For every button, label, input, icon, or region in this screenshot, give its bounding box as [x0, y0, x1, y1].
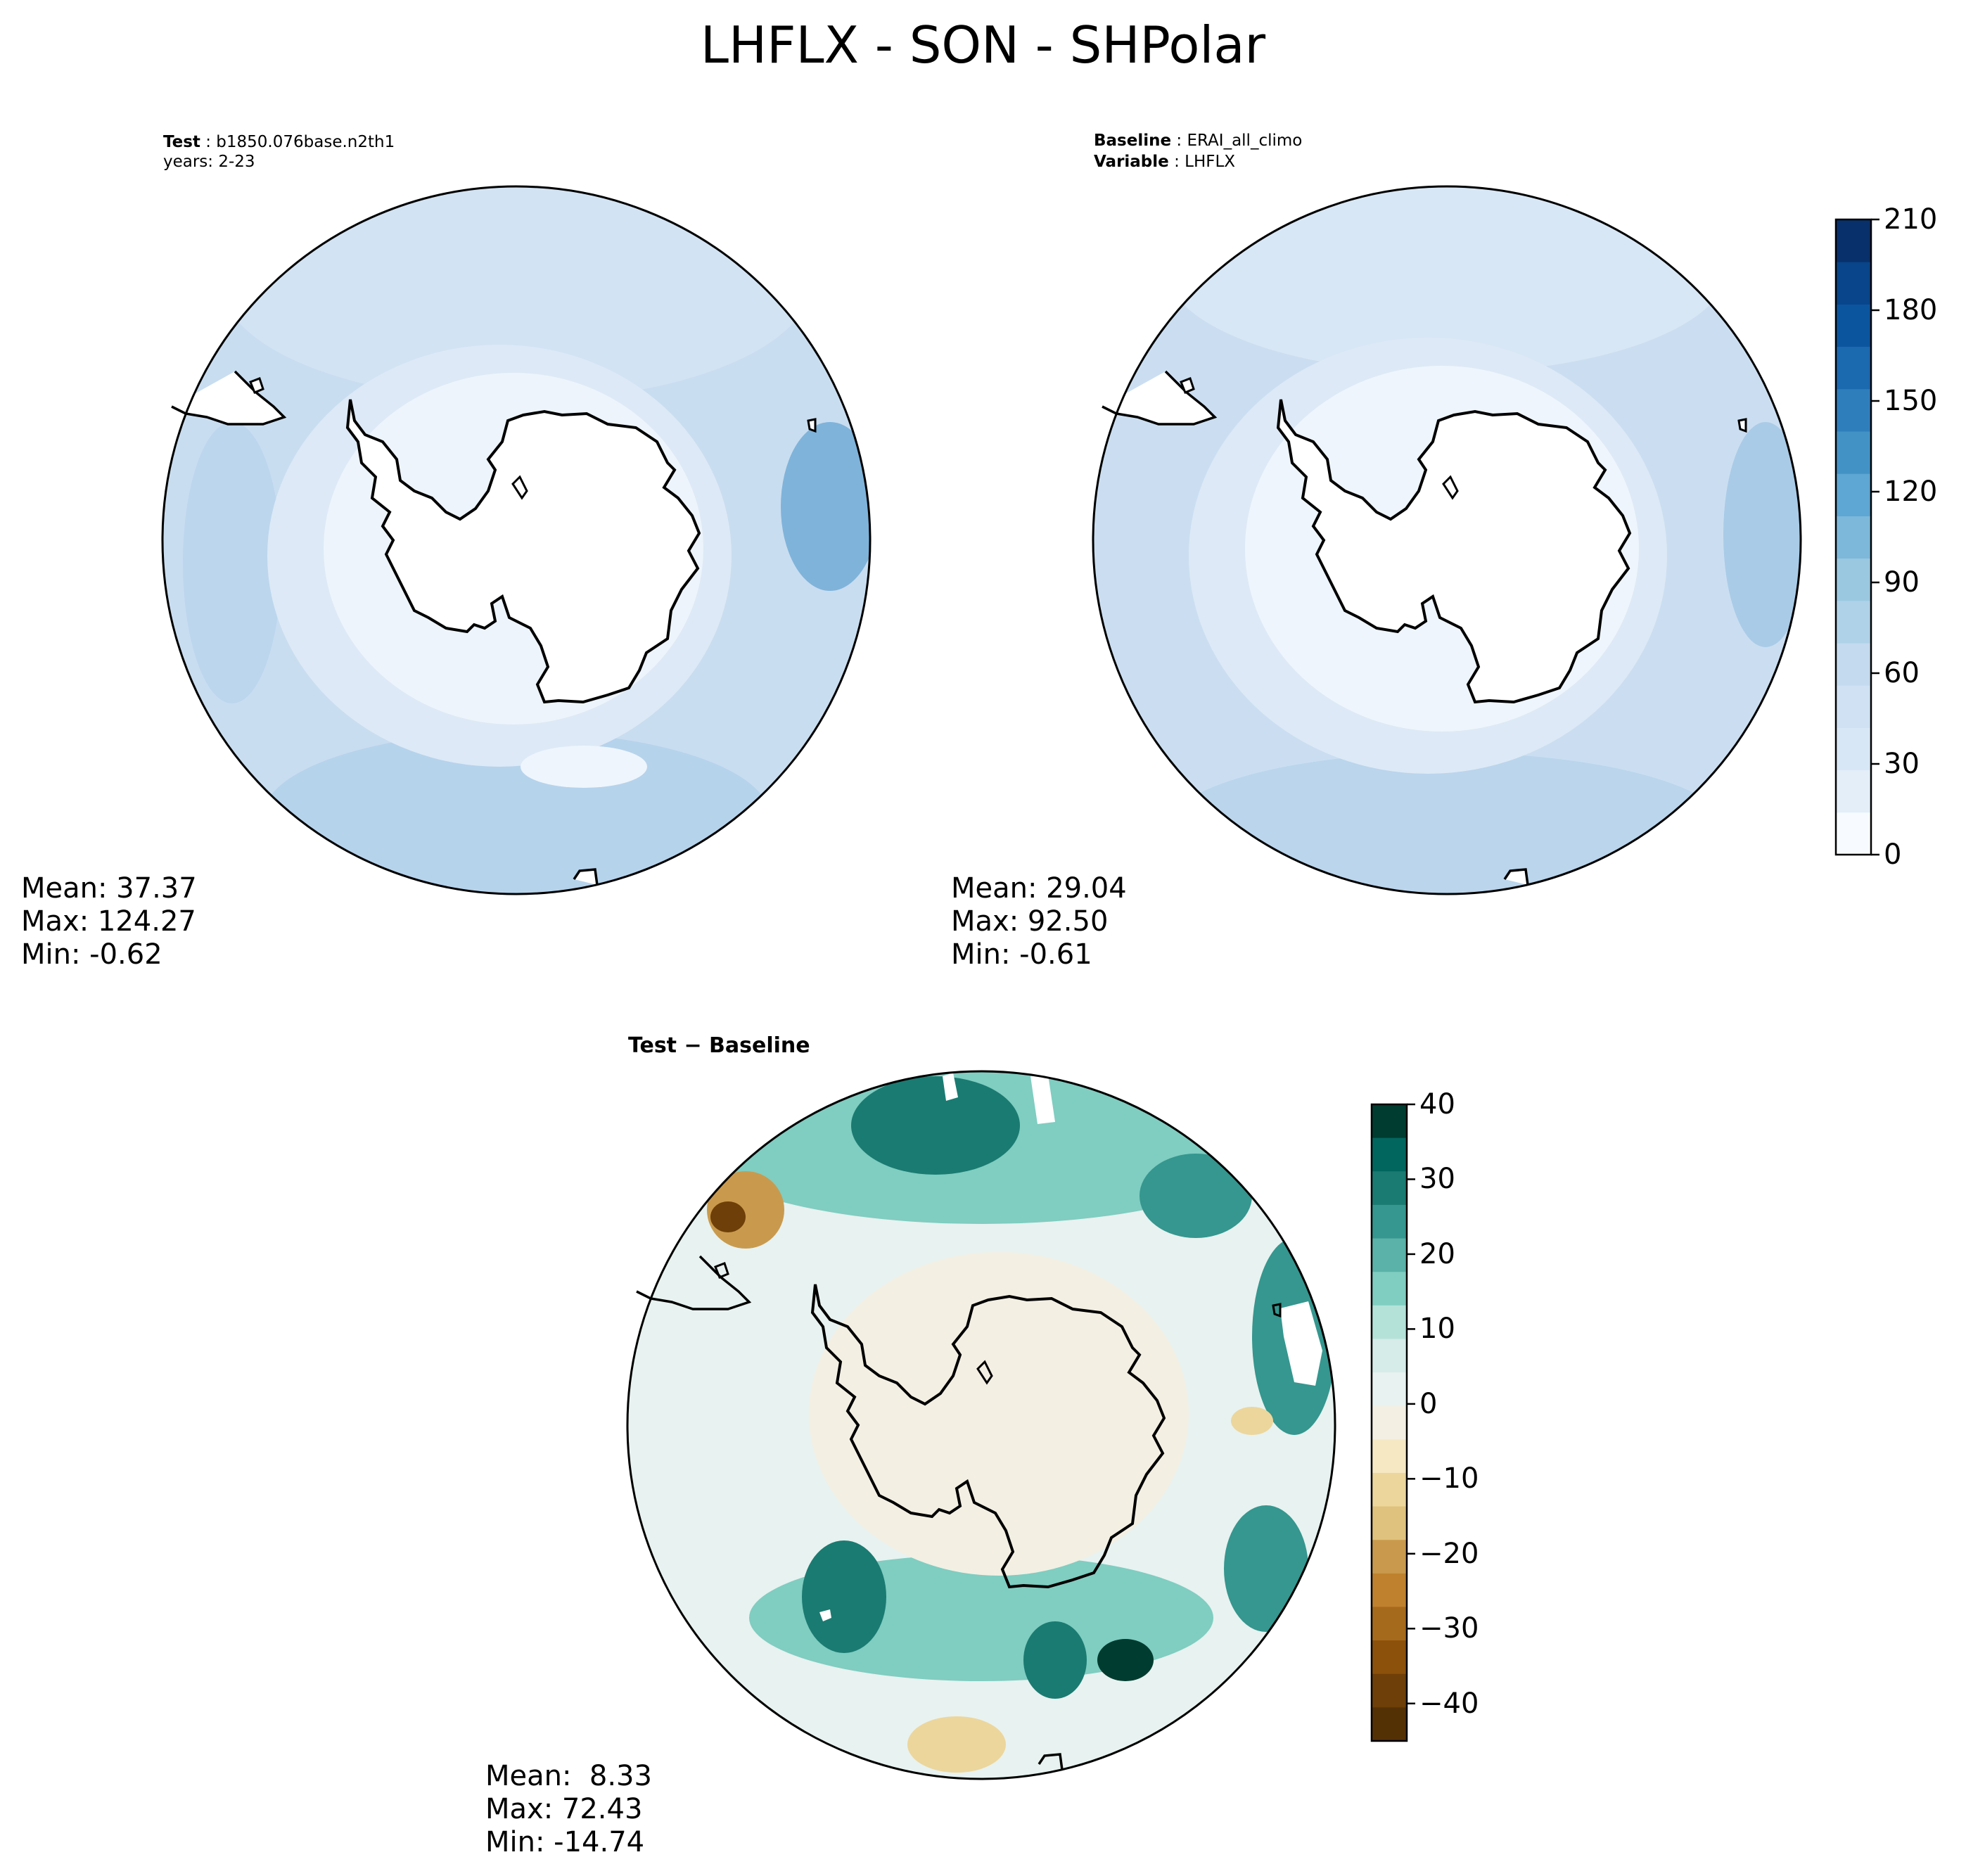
baseline-map — [1092, 185, 1802, 895]
colorbar-diff-swatch — [1372, 1607, 1407, 1641]
colorbar-diff-swatch — [1372, 1137, 1407, 1172]
colorbar-field-swatch — [1836, 516, 1871, 559]
test-label-value: b1850.076base.n2th1 — [216, 133, 395, 151]
baseline-max: Max: 92.50 — [951, 905, 1109, 938]
colorbar-diff-swatch — [1372, 1372, 1407, 1407]
colorbar-diff-tick-label: −30 — [1419, 1612, 1479, 1645]
colorbar-diff-swatch — [1372, 1673, 1407, 1708]
colorbar-field-swatch — [1836, 346, 1871, 390]
colorbar-diff-tick-label: 30 — [1419, 1163, 1455, 1196]
colorbar-field-swatch — [1836, 643, 1871, 686]
colorbar-field-swatch — [1836, 727, 1871, 771]
colorbar-field-swatch — [1836, 558, 1871, 601]
colorbar-field-frame — [1834, 218, 1872, 856]
colorbar-diff-swatch — [1372, 1640, 1407, 1675]
colorbar-field-tick-label: 60 — [1884, 657, 1920, 689]
colorbar-field-tick-label: 150 — [1884, 385, 1938, 417]
colorbar-field-swatch — [1836, 262, 1871, 305]
baseline-min: Min: -0.61 — [951, 938, 1092, 971]
colorbar-field-swatch — [1836, 600, 1871, 644]
colorbar-field-swatch — [1836, 812, 1871, 855]
colorbar-diff-swatch — [1372, 1405, 1407, 1440]
baseline-mean: Mean: 29.04 — [951, 872, 1127, 905]
colorbar-diff-swatch — [1372, 1439, 1407, 1474]
colorbar-field-swatch — [1836, 685, 1871, 728]
test-map — [161, 185, 872, 895]
colorbar-diff-swatch — [1372, 1472, 1407, 1507]
diff-header: Test − Baseline — [628, 1033, 810, 1058]
colorbar-diff-swatch — [1372, 1540, 1407, 1574]
diff-mean: Mean: 8.33 — [485, 1760, 652, 1792]
colorbar-field-tick-label: 210 — [1884, 203, 1938, 236]
colorbar-field-swatch — [1836, 473, 1871, 516]
test-years: years: 2-23 — [163, 153, 255, 171]
colorbar-diff-swatch — [1372, 1238, 1407, 1272]
baseline-header: Baseline : ERAI_all_climo — [1094, 132, 1303, 150]
baseline-variable: Variable : LHFLX — [1094, 153, 1236, 171]
colorbar-diff — [1370, 1103, 1415, 1742]
colorbar-diff-swatch — [1372, 1707, 1407, 1742]
figure-title: LHFLX - SON - SHPolar — [700, 15, 1266, 75]
colorbar-field-tick-label: 120 — [1884, 476, 1938, 508]
colorbar-diff-tick-label: 40 — [1419, 1088, 1455, 1121]
baseline-var-value: LHFLX — [1185, 153, 1236, 171]
colorbar-field-swatch — [1836, 219, 1871, 262]
colorbar-field-swatch — [1836, 388, 1871, 432]
colorbar-diff-tick-label: 0 — [1419, 1387, 1438, 1420]
colorbar-field-tick-label: 180 — [1884, 294, 1938, 326]
baseline-label-key: Baseline — [1094, 132, 1172, 150]
colorbar-field-tick-label: 30 — [1884, 748, 1920, 780]
test-max: Max: 124.27 — [21, 905, 196, 938]
colorbar-field-swatch — [1836, 770, 1871, 813]
colorbar-diff-swatch — [1372, 1573, 1407, 1607]
colorbar-diff-tick-label: −20 — [1419, 1537, 1479, 1570]
colorbar-diff-swatch — [1372, 1506, 1407, 1540]
colorbar-diff-swatch — [1372, 1104, 1407, 1139]
diff-min: Min: -14.74 — [485, 1826, 645, 1858]
colorbar-field — [1834, 218, 1879, 856]
diff-map — [626, 1070, 1336, 1780]
test-label-key: Test — [163, 133, 200, 151]
test-header: Test : b1850.076base.n2th1 — [163, 133, 395, 151]
colorbar-diff-tick-label: −40 — [1419, 1687, 1479, 1720]
colorbar-diff-tick-label: −10 — [1419, 1462, 1479, 1495]
colorbar-diff-tick-label: 20 — [1419, 1237, 1455, 1270]
colorbar-diff-frame — [1370, 1103, 1408, 1742]
colorbar-diff-swatch — [1372, 1272, 1407, 1306]
baseline-var-key: Variable — [1094, 153, 1169, 171]
colorbar-diff-swatch — [1372, 1204, 1407, 1239]
diff-max: Max: 72.43 — [485, 1793, 643, 1825]
colorbar-diff-swatch — [1372, 1339, 1407, 1373]
colorbar-field-swatch — [1836, 431, 1871, 474]
baseline-label-value: ERAI_all_climo — [1187, 132, 1303, 150]
test-mean: Mean: 37.37 — [21, 872, 197, 905]
colorbar-field-swatch — [1836, 304, 1871, 347]
test-min: Min: -0.62 — [21, 938, 162, 971]
colorbar-diff-swatch — [1372, 1171, 1407, 1206]
colorbar-field-tick-label: 90 — [1884, 566, 1920, 599]
colorbar-diff-tick-label: 10 — [1419, 1313, 1455, 1346]
colorbar-diff-swatch — [1372, 1305, 1407, 1339]
colorbar-field-tick-label: 0 — [1884, 838, 1902, 871]
